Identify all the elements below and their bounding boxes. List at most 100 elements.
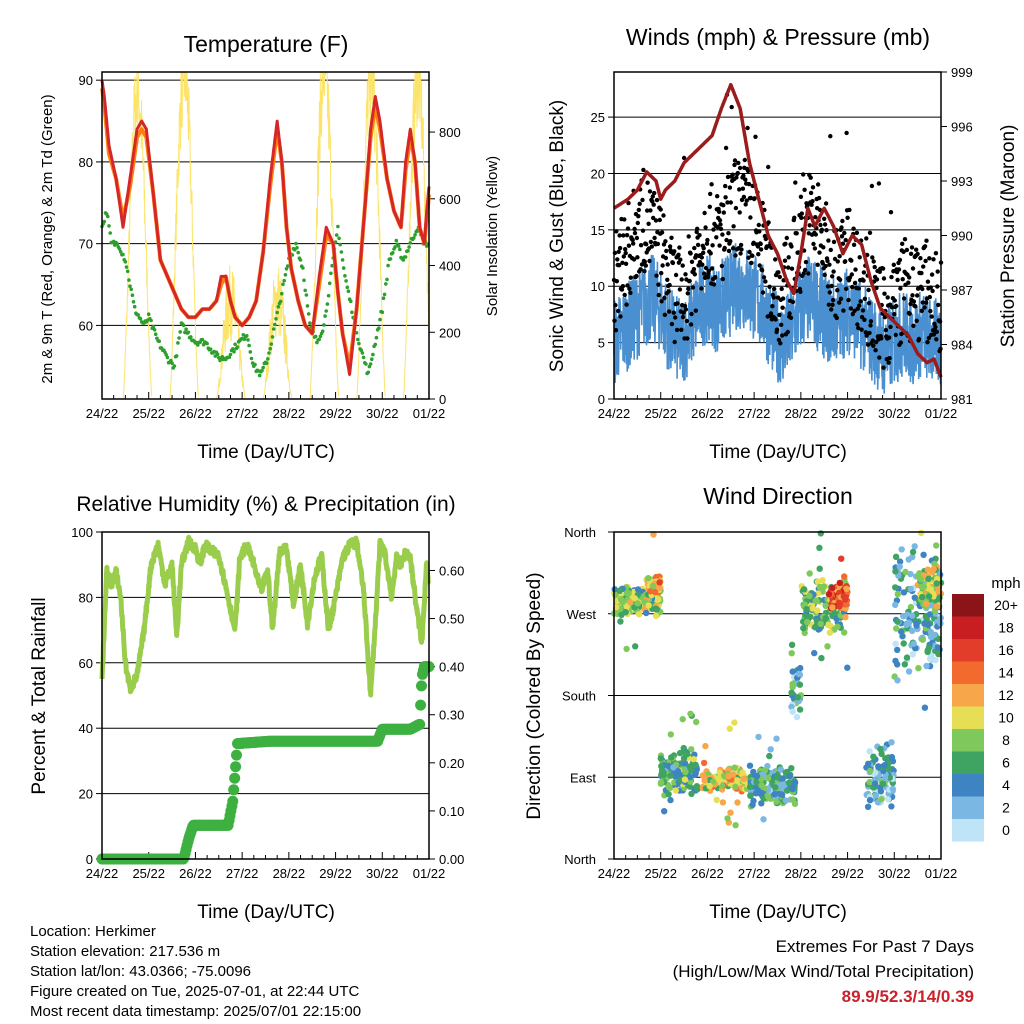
gust-point [728,239,733,244]
gust-point [864,333,869,338]
gust-point [886,360,891,365]
gust-point [659,230,665,235]
gust-point [648,208,653,213]
gust-point [871,343,876,348]
dewpoint-point [303,288,308,293]
gust-point [632,230,638,236]
gust-point [658,207,663,212]
direction-point [693,718,700,726]
x-tick-label: 30/22 [366,406,399,421]
gust-point [640,197,645,203]
gust-point [648,239,654,245]
gust-point [807,223,812,228]
direction-point [789,668,796,675]
direction-point [713,796,720,804]
gust-point [866,301,872,306]
direction-point [617,618,624,625]
gust-point [882,291,887,296]
direction-point [930,565,937,573]
direction-point [923,662,930,670]
gust-point [929,314,934,319]
direction-point [652,612,660,619]
colorbar-swatch [952,796,984,819]
direction-point [909,627,916,634]
direction-point [888,739,895,746]
gust-point [699,286,704,291]
winds-frame [613,71,942,400]
direction-point [724,815,731,822]
gust-point [657,217,662,223]
gust-point [738,251,743,256]
dewpoint-point [266,357,270,361]
gust-point [663,255,669,261]
gust-point [825,258,830,264]
gust-point [870,338,875,343]
gust-point [931,257,936,262]
x-tick-label: 01/22 [413,406,446,421]
y-tick-label: 25 [591,110,605,125]
gust-point [798,289,803,294]
gust-point [677,287,683,292]
dewpoint-point [157,339,161,344]
direction-point [898,546,905,553]
gust-point [861,278,866,283]
gust-point [780,305,785,310]
colorbar-label: 6 [1002,755,1010,771]
gust-point [634,235,640,241]
gust-point [806,271,811,276]
gust-point [670,260,676,266]
gust-point [715,194,720,199]
direction-point [826,629,834,636]
direction-point [627,599,634,606]
gust-point [900,241,905,246]
direction-point [616,587,623,594]
gust-point [911,299,917,304]
direction-point [909,651,916,658]
direction-point [788,650,795,657]
direction-xlabel: Time (Day/UTC) [709,902,847,923]
direction-point [750,797,757,805]
gust-point [645,208,650,213]
gust-point [780,333,785,338]
direction-point [667,731,674,738]
gust-point [619,287,625,292]
dewpoint-point [127,278,131,282]
direction-point [719,799,727,806]
gust-point [622,217,627,222]
direction-x-ticks: 24/22 25/22 26/22 27/22 28/22 29/22 30/22 01/22 [598,852,957,881]
gust-point [659,299,664,304]
y2-tick-label: 600 [439,192,461,207]
gust-point [672,249,677,254]
dewpoint-point [403,255,408,259]
gust-point [727,185,733,190]
direction-point [872,769,879,776]
temperature-y2label: Solar Insolation (Yellow) [484,156,501,316]
dewpoint-point [381,296,386,301]
direction-point [771,791,778,798]
gust-point [777,312,782,318]
gust-point [784,235,789,241]
gust-point [858,299,863,304]
dewpoint-point [235,345,240,349]
dewpoint-point [165,355,170,360]
gust-point [621,233,626,238]
dewpoint-point [278,299,283,304]
gust-point [749,260,754,266]
direction-point [819,577,826,584]
gust-point [656,292,661,298]
gust-point [672,339,677,345]
direction-point [911,543,918,550]
gust-point [828,134,833,139]
gust-point [766,164,771,170]
direction-point [935,650,942,658]
dewpoint-point [275,310,280,315]
y-tick-label: South [562,689,596,704]
gust-point [649,244,654,249]
gust-point [927,294,932,300]
direction-point [755,733,762,741]
gust-point [772,286,777,292]
extremes-box: Extremes For Past 7 Days (High/Low/Max W… [673,934,974,1009]
gust-point [793,180,798,185]
gust-point [639,262,645,267]
gust-point [776,270,781,275]
